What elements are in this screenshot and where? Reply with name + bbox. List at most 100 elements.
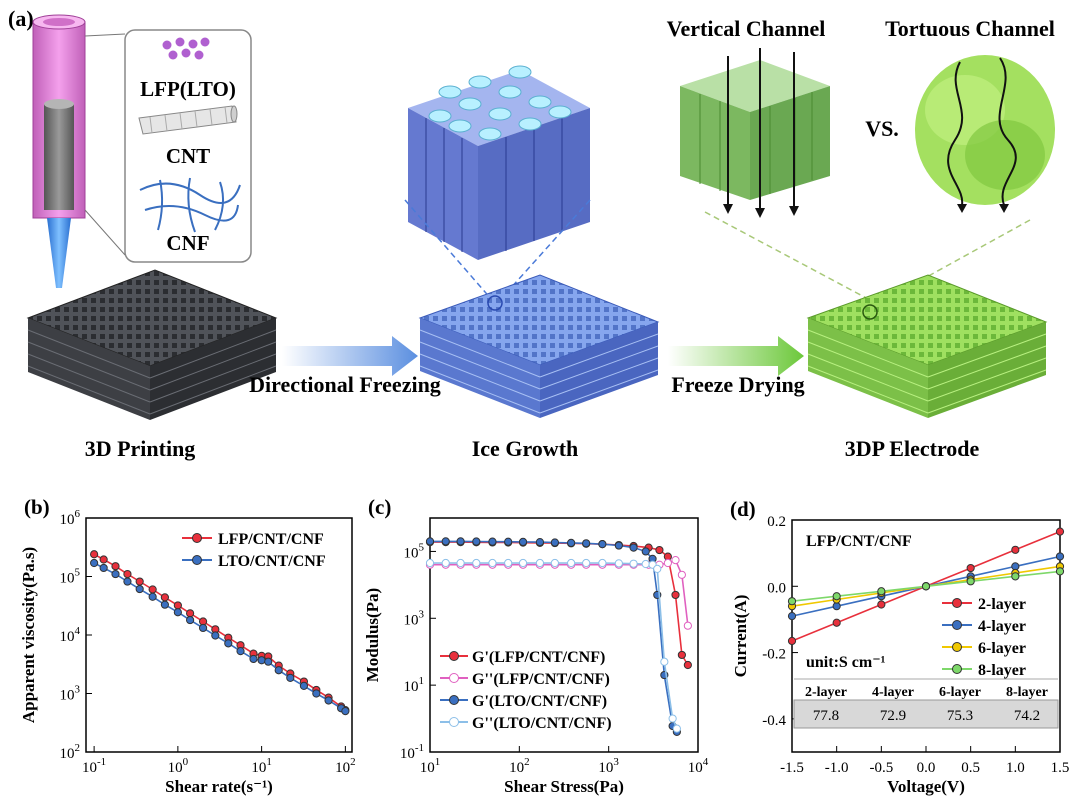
data-point [236, 647, 245, 656]
stage-3d-printing: 3D Printing [85, 436, 196, 461]
data-point [921, 582, 931, 591]
data-point [966, 563, 975, 573]
y-tick-label: 10-1 [400, 742, 424, 762]
cnf-network-icon [139, 177, 241, 233]
data-point [312, 689, 321, 698]
ice-pillar-array [408, 65, 590, 260]
data-point [135, 577, 144, 586]
data-point [787, 597, 797, 606]
data-point [641, 547, 650, 556]
x-tick-label: 101 [420, 756, 441, 776]
data-point [257, 656, 266, 665]
data-point [550, 558, 559, 568]
legend-label: G''(LFP/CNT/CNF) [472, 671, 610, 688]
data-point [441, 558, 450, 568]
data-point [456, 558, 465, 568]
data-point [877, 587, 886, 596]
data-point [123, 569, 132, 579]
data-point [456, 537, 465, 546]
data-point [787, 612, 797, 621]
chart-annotation: LFP/CNT/CNF [806, 533, 912, 550]
x-axis-label: Voltage(V) [887, 777, 965, 796]
data-point [186, 609, 195, 618]
legend-label: 6-layer [978, 640, 1026, 657]
y-tick-label: 103 [404, 608, 425, 628]
x-tick-label: 0.5 [961, 760, 980, 776]
x-axis-label: Shear Stress(Pa) [504, 777, 624, 796]
table-value: 77.8 [813, 708, 839, 724]
y-tick-label: -0.4 [762, 713, 786, 729]
legend-label: G''(LTO/CNT/CNF) [472, 715, 612, 732]
table-header: 2-layer [805, 685, 847, 700]
data-point [598, 558, 607, 568]
x-tick-label: 102 [335, 756, 356, 776]
table-header: 4-layer [872, 685, 914, 700]
chart-b: (b) 10-1 100 101 102 102 103 104 105 106 Shear rat… [19, 495, 356, 796]
data-point [671, 556, 680, 565]
data-point [671, 590, 680, 600]
legend-label: 4-layer [978, 618, 1026, 635]
data-point [425, 558, 435, 568]
data-point [683, 621, 692, 630]
data-point [211, 631, 220, 640]
data-point [683, 660, 692, 670]
data-point [677, 570, 686, 579]
tortuous-channel-image [915, 55, 1055, 213]
data-point [655, 545, 664, 555]
data-point [582, 558, 591, 568]
plot-frame [429, 517, 699, 753]
data-point [787, 636, 797, 646]
data-point [1011, 572, 1020, 581]
y-tick-label: 105 [404, 541, 425, 561]
x-tick-label: 10-1 [82, 756, 106, 776]
x-tick-label: 104 [688, 756, 709, 776]
data-point [832, 592, 841, 601]
legend-marker [952, 620, 962, 630]
data-point [249, 654, 258, 664]
data-point [472, 558, 481, 568]
data-point [1011, 562, 1020, 571]
vertical-channel-image [680, 48, 830, 218]
table-value: 74.2 [1014, 708, 1040, 724]
panel-a-label: (a) [8, 6, 34, 31]
x-tick-label: 1.5 [1051, 760, 1070, 776]
data-point [173, 608, 182, 617]
legend-marker [192, 555, 202, 565]
data-point [274, 666, 283, 675]
data-point [441, 537, 450, 546]
y-tick-label: -0.2 [762, 647, 786, 663]
data-point [1055, 527, 1065, 536]
series-line [93, 562, 346, 712]
data-point [518, 558, 528, 568]
data-point [504, 558, 513, 568]
table-values-band [793, 699, 1059, 729]
legend-marker [952, 642, 962, 652]
data-point [668, 714, 677, 723]
data-point [877, 600, 886, 609]
legend-marker [952, 664, 962, 674]
data-point [832, 602, 841, 611]
data-point [672, 724, 681, 733]
legend-label: 8-layer [978, 662, 1026, 679]
data-point [286, 673, 295, 682]
y-tick-label: 101 [404, 675, 425, 695]
data-point [535, 558, 545, 568]
x-tick-label: 101 [251, 756, 272, 776]
data-point [832, 618, 841, 627]
x-tick-label: -0.5 [869, 760, 893, 776]
legend-marker [449, 673, 459, 683]
legend-label: 2-layer [978, 596, 1026, 613]
data-point [1055, 552, 1065, 561]
data-point [966, 577, 975, 586]
data-point [148, 592, 157, 601]
legend-label: G'(LFP/CNT/CNF) [472, 649, 605, 666]
legend-cnf: CNF [166, 231, 209, 255]
printed-lattice [26, 269, 278, 420]
data-point [123, 577, 132, 586]
legend-label: LFP/CNT/CNF [218, 531, 324, 548]
data-point [598, 540, 607, 549]
data-point [173, 601, 182, 610]
vertical-channel-title: Vertical Channel [667, 16, 826, 41]
y-tick-label: 106 [60, 508, 81, 528]
data-point [518, 537, 528, 546]
